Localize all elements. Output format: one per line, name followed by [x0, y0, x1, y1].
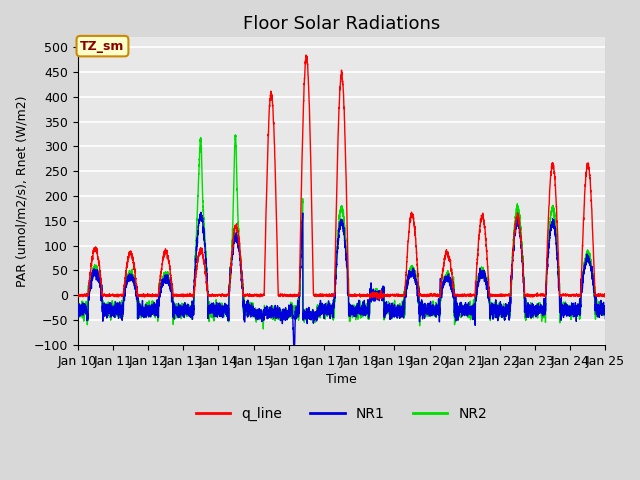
NR2 — [580, 273, 588, 278]
q_line — [602, 292, 609, 298]
X-axis label: Time: Time — [326, 373, 357, 386]
NR2 — [602, 305, 609, 311]
NR1 — [74, 302, 81, 308]
q_line — [573, 293, 580, 299]
Line: NR1: NR1 — [77, 212, 605, 345]
NR2 — [460, 306, 467, 312]
Legend: q_line, NR1, NR2: q_line, NR1, NR2 — [190, 401, 493, 426]
NR1 — [602, 316, 609, 322]
NR2 — [253, 313, 261, 319]
Line: q_line: q_line — [77, 55, 605, 299]
NR1 — [573, 303, 580, 309]
q_line — [580, 221, 588, 227]
NR2 — [475, 278, 483, 284]
q_line — [74, 293, 81, 299]
NR1 — [253, 313, 261, 319]
NR2 — [232, 132, 239, 138]
Text: TZ_sm: TZ_sm — [80, 40, 125, 53]
NR2 — [74, 305, 81, 311]
q_line — [475, 238, 483, 244]
q_line — [460, 293, 467, 299]
NR2 — [259, 326, 267, 332]
NR1 — [580, 269, 588, 275]
q_line — [324, 293, 332, 299]
NR1 — [324, 303, 332, 309]
NR2 — [324, 308, 332, 313]
NR1 — [290, 342, 298, 348]
Line: NR2: NR2 — [77, 135, 605, 329]
q_line — [375, 296, 383, 301]
NR1 — [475, 282, 483, 288]
Title: Floor Solar Radiations: Floor Solar Radiations — [243, 15, 440, 33]
NR1 — [460, 311, 467, 316]
q_line — [253, 293, 261, 299]
NR2 — [573, 307, 580, 313]
Y-axis label: PAR (umol/m2/s), Rnet (W/m2): PAR (umol/m2/s), Rnet (W/m2) — [15, 96, 28, 287]
q_line — [302, 52, 310, 58]
NR1 — [197, 209, 205, 215]
